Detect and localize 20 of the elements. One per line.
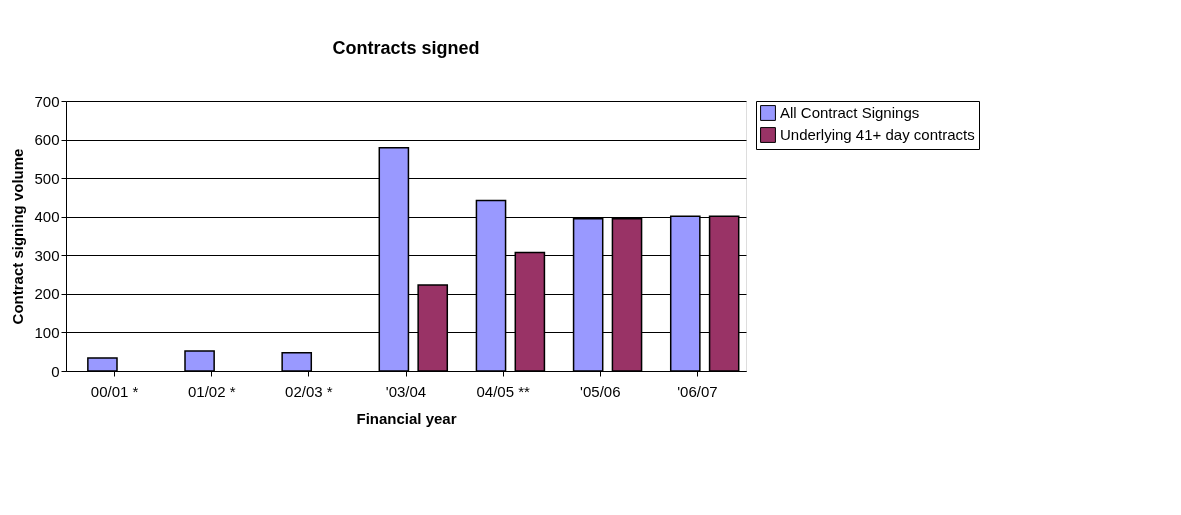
y-tick-label: 600 (34, 131, 60, 149)
legend-label: Underlying 41+ day contracts (780, 126, 975, 143)
y-tick-label: 100 (34, 323, 60, 341)
y-tick-label: 700 (34, 92, 60, 110)
x-tick-label: 00/01 * (90, 382, 139, 400)
y-axis-title: Contract signing volume (9, 148, 27, 325)
y-tick-label: 300 (34, 246, 60, 264)
x-axis-title: Financial year (356, 409, 457, 427)
y-tick-label: 0 (51, 362, 60, 380)
chart-title: Contracts signed (332, 38, 480, 58)
y-tick-label: 500 (34, 169, 60, 187)
x-tick-label: '06/07 (677, 382, 718, 400)
x-tick-label: 01/02 * (187, 382, 236, 400)
y-tick-label: 200 (34, 285, 60, 303)
x-tick-label: '05/06 (580, 382, 621, 400)
x-tick-label: '03/04 (385, 382, 427, 400)
x-tick-label: 04/05 ** (476, 382, 530, 400)
legend-label: All Contract Signings (780, 104, 920, 121)
x-tick-label: 02/03 * (285, 382, 333, 400)
y-tick-label: 400 (34, 208, 60, 226)
